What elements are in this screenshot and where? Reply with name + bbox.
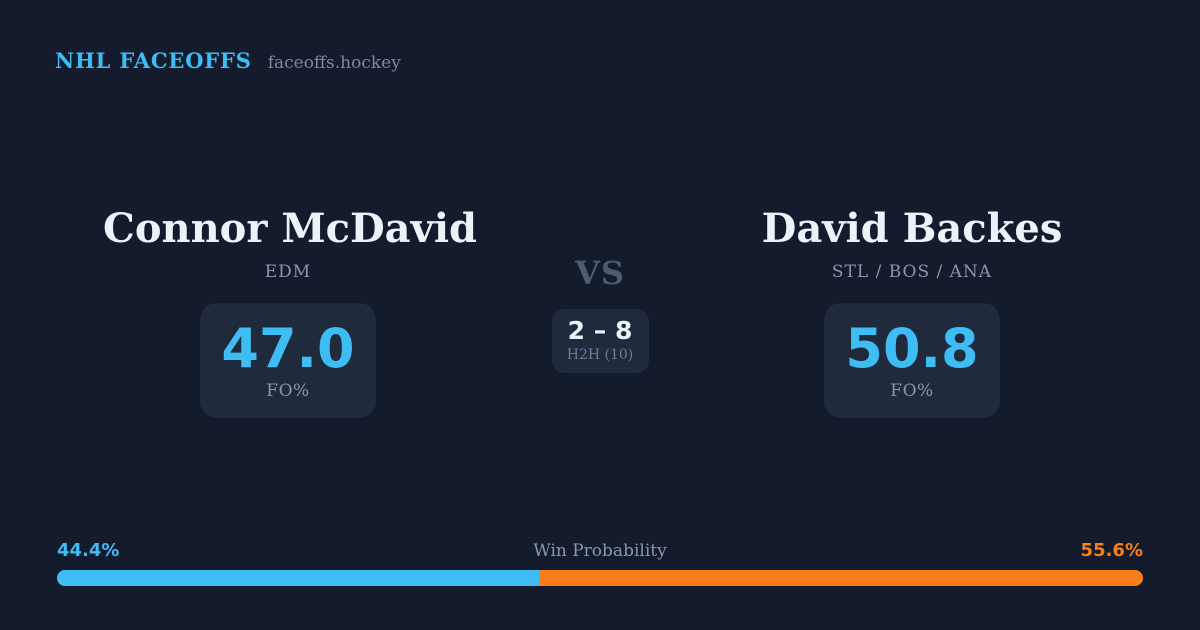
player-panel-left: Connor McDavid EDM 47.0 FO% <box>103 205 478 418</box>
win-pct-right: 55.6% <box>1080 540 1143 561</box>
h2h-score: 2 – 8 <box>567 316 633 346</box>
brand-title: NHL FACEOFFS <box>55 48 252 73</box>
player-teams-right: STL / BOS / ANA <box>831 262 993 282</box>
site-domain: faceoffs.hockey <box>267 53 401 73</box>
player-panel-right: David Backes STL / BOS / ANA 50.8 FO% <box>727 205 1097 418</box>
stat-value-left: 47.0 <box>221 316 355 380</box>
win-pct-left: 44.4% <box>57 540 120 561</box>
win-probability-labels: 44.4% Win Probability 55.6% <box>57 540 1143 564</box>
versus-block: VS 2 – 8 H2H (10) <box>525 205 675 373</box>
h2h-card: 2 – 8 H2H (10) <box>551 309 649 373</box>
h2h-label: H2H (10) <box>566 347 634 364</box>
stat-card-right: 50.8 FO% <box>824 303 1000 418</box>
stat-label-right: FO% <box>890 380 934 401</box>
stat-label-left: FO% <box>266 380 310 401</box>
player-name-left: Connor McDavid <box>103 205 478 252</box>
win-bar-fill-left <box>57 570 540 586</box>
win-probability-bar <box>57 570 1143 586</box>
stat-card-left: 47.0 FO% <box>200 303 376 418</box>
player-teams-left: EDM <box>264 262 312 282</box>
versus-label: VS <box>575 254 625 292</box>
stat-value-right: 50.8 <box>845 316 979 380</box>
player-name-right: David Backes <box>761 205 1063 252</box>
win-probability-section: 44.4% Win Probability 55.6% <box>57 540 1143 586</box>
win-probability-title: Win Probability <box>533 541 667 561</box>
header: NHL FACEOFFS faceoffs.hockey <box>55 48 401 73</box>
